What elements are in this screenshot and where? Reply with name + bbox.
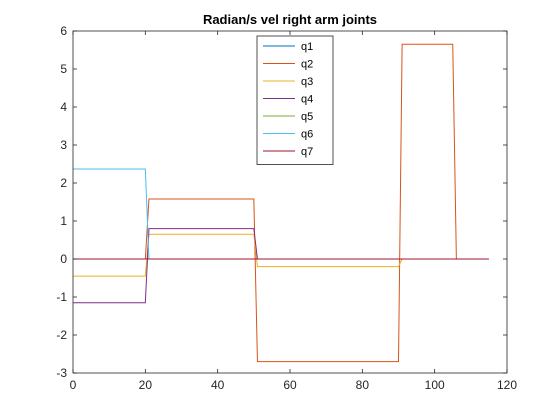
legend-box: [256, 35, 334, 165]
y-tick-label: -1: [56, 290, 67, 304]
x-axis: 0 20 40 60 80 100 120: [70, 31, 517, 392]
legend-label-q5: q5: [301, 111, 313, 123]
y-tick-label: 1: [60, 214, 67, 228]
legend-label-q6: q6: [301, 129, 313, 141]
x-tick-label: 100: [425, 378, 445, 392]
y-tick-label: 4: [60, 100, 67, 114]
chart-title: Radian/s vel right arm joints: [203, 12, 377, 27]
x-tick-label: 40: [211, 378, 225, 392]
legend-label-q3: q3: [301, 76, 313, 88]
legend-label-q2: q2: [301, 59, 313, 71]
legend-label-q4: q4: [301, 94, 313, 106]
y-tick-label: 3: [60, 138, 67, 152]
y-tick-label: 5: [60, 62, 67, 76]
y-tick-label: -3: [56, 366, 67, 380]
series-line-q6: [73, 168, 489, 260]
y-tick-label: 2: [60, 176, 67, 190]
x-tick-label: 0: [70, 378, 77, 392]
x-tick-label: 80: [356, 378, 370, 392]
y-tick-label: 6: [60, 24, 67, 38]
y-tick-label: 0: [60, 252, 67, 266]
series-line-q3: [73, 233, 489, 277]
x-tick-label: 20: [139, 378, 153, 392]
y-tick-label: -2: [56, 328, 67, 342]
series-line-q2: [73, 43, 489, 363]
legend-label-q7: q7: [301, 146, 313, 158]
plot-lines: [73, 43, 489, 363]
y-axis: -3 -2 -1 0 1 2 3 4 5 6: [56, 24, 507, 380]
series-line-q4: [73, 228, 489, 304]
x-tick-label: 120: [497, 378, 517, 392]
x-tick-label: 60: [283, 378, 297, 392]
legend-label-q1: q1: [301, 41, 313, 53]
legend: q1 q2 q3 q4 q5 q6 q7: [256, 35, 334, 165]
